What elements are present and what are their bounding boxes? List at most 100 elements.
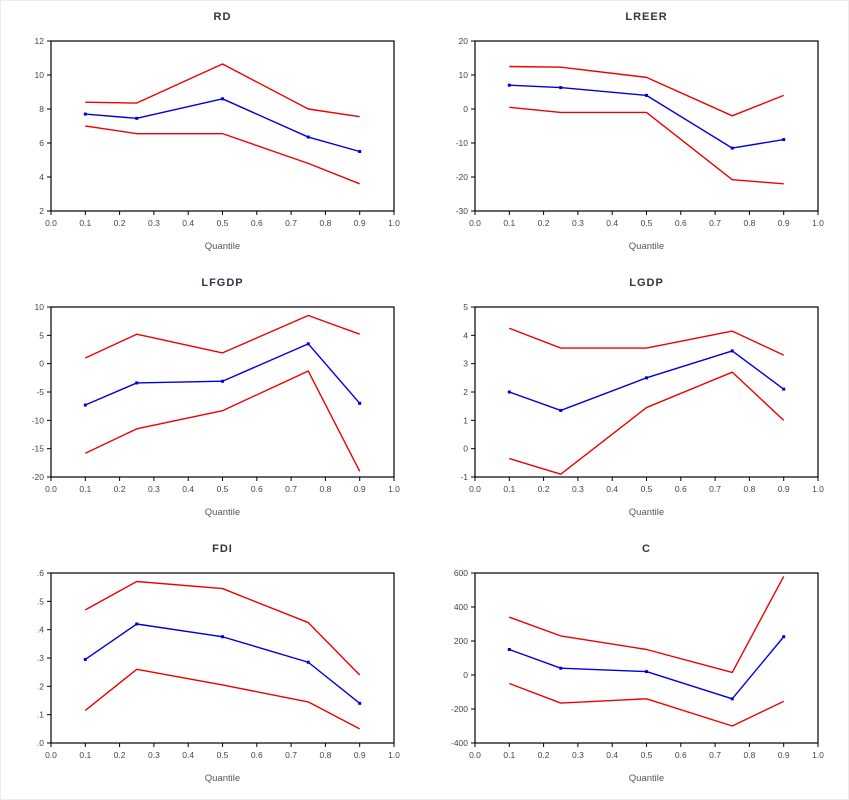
- svg-text:0.6: 0.6: [251, 750, 263, 760]
- svg-text:1.0: 1.0: [388, 484, 400, 494]
- svg-text:0.3: 0.3: [572, 218, 584, 228]
- svg-text:0.8: 0.8: [319, 750, 331, 760]
- svg-text:2: 2: [39, 206, 44, 216]
- svg-text:0.7: 0.7: [285, 484, 297, 494]
- chart-lgdp: LGDP 5 4 3 2 1 0 -1 0.0 0.1 0.2 0.3 0.4 0.5 0.6 0.7 0.8…: [425, 267, 849, 533]
- svg-text:0.8: 0.8: [743, 484, 755, 494]
- chart-fdi-canvas: .6 .5 .4 .3 .2 .1 .00.0 0.1 0.2 0.3 0.4 0.5 0.6 0.7 0.…: [37, 568, 400, 760]
- svg-text:2: 2: [463, 387, 468, 397]
- svg-text:4: 4: [463, 330, 468, 340]
- svg-text:0.6: 0.6: [251, 218, 263, 228]
- svg-text:-200: -200: [451, 704, 468, 714]
- svg-text:0.4: 0.4: [606, 484, 618, 494]
- svg-text:600: 600: [454, 568, 468, 578]
- svg-text:0.9: 0.9: [778, 484, 790, 494]
- svg-text:0.1: 0.1: [79, 218, 91, 228]
- svg-text:6: 6: [39, 138, 44, 148]
- svg-text:1.0: 1.0: [812, 484, 824, 494]
- svg-text:0.0: 0.0: [45, 484, 57, 494]
- svg-text:.3: .3: [37, 653, 44, 663]
- svg-text:.2: .2: [37, 681, 44, 691]
- svg-text:0.7: 0.7: [285, 750, 297, 760]
- x-axis-label-lgdp: Quantile: [628, 507, 665, 518]
- svg-text:-30: -30: [456, 206, 469, 216]
- svg-text:0.2: 0.2: [114, 750, 126, 760]
- chart-title-lgdp: LGDP: [629, 277, 664, 289]
- svg-text:0.7: 0.7: [709, 750, 721, 760]
- svg-text:0.4: 0.4: [182, 484, 194, 494]
- chart-c: C 600 400 200 0 -200 -400 0.0 0.1 0.2 0.3 0.4 0.5 0.…: [425, 533, 849, 799]
- svg-text:0.9: 0.9: [778, 218, 790, 228]
- svg-text:0.7: 0.7: [709, 218, 721, 228]
- x-axis-label-c: Quantile: [628, 773, 665, 784]
- svg-text:0.4: 0.4: [182, 750, 194, 760]
- svg-text:0.8: 0.8: [743, 218, 755, 228]
- svg-text:0.5: 0.5: [641, 750, 653, 760]
- svg-text:0.2: 0.2: [538, 750, 550, 760]
- chart-title-rd: RD: [213, 11, 232, 23]
- chart-lfgdp-canvas: 10 5 0 -5 -10 -15 -200.0 0.1 0.2 0.3 0.4 0.5 0.6 0.7 0…: [32, 302, 400, 494]
- svg-text:0.6: 0.6: [251, 484, 263, 494]
- svg-text:0: 0: [39, 359, 44, 369]
- svg-text:5: 5: [39, 330, 44, 340]
- chart-lfgdp: LFGDP 10 5 0 -5 -10 -15 -20 0.0 0.1 0.2 0.3 0.4 0.5 0…: [1, 267, 425, 533]
- svg-text:10: 10: [35, 302, 45, 312]
- svg-text:0.0: 0.0: [45, 218, 57, 228]
- svg-text:400: 400: [454, 602, 468, 612]
- svg-text:.0: .0: [37, 738, 44, 748]
- svg-text:0.3: 0.3: [148, 484, 160, 494]
- x-axis-label-rd: Quantile: [204, 241, 241, 252]
- svg-text:0.0: 0.0: [469, 484, 481, 494]
- svg-text:-20: -20: [456, 172, 469, 182]
- svg-text:0.3: 0.3: [148, 218, 160, 228]
- chart-title-c: C: [642, 543, 651, 555]
- svg-text:0.3: 0.3: [572, 484, 584, 494]
- svg-text:1.0: 1.0: [812, 218, 824, 228]
- svg-text:0.8: 0.8: [743, 750, 755, 760]
- svg-text:10: 10: [459, 70, 469, 80]
- svg-text:0.1: 0.1: [79, 484, 91, 494]
- svg-text:0: 0: [463, 670, 468, 680]
- svg-text:0.1: 0.1: [503, 484, 515, 494]
- svg-text:-5: -5: [36, 387, 44, 397]
- svg-text:0.2: 0.2: [538, 218, 550, 228]
- chart-lgdp-canvas: 5 4 3 2 1 0 -10.0 0.1 0.2 0.3 0.4 0.5 0.6 0.7 0.8 0.9 1.…: [460, 302, 824, 494]
- svg-text:8: 8: [39, 104, 44, 114]
- svg-text:3: 3: [463, 359, 468, 369]
- svg-text:0.9: 0.9: [354, 750, 366, 760]
- svg-text:10: 10: [35, 70, 45, 80]
- svg-text:1.0: 1.0: [812, 750, 824, 760]
- svg-text:0.5: 0.5: [641, 218, 653, 228]
- svg-text:0.0: 0.0: [45, 750, 57, 760]
- svg-text:.1: .1: [37, 710, 44, 720]
- svg-text:0.6: 0.6: [675, 218, 687, 228]
- svg-text:-1: -1: [460, 472, 468, 482]
- chart-title-lfgdp: LFGDP: [201, 277, 244, 289]
- svg-text:0.7: 0.7: [709, 484, 721, 494]
- svg-text:0.5: 0.5: [217, 750, 229, 760]
- svg-text:0.2: 0.2: [538, 484, 550, 494]
- chart-title-lreer: LREER: [625, 11, 668, 23]
- svg-text:5: 5: [463, 302, 468, 312]
- chart-rd: RD 12 10 8 6 4 2 0.0 0.1 0.2 0.3 0.4 0.5 0.6 0.7 0.8 0.…: [1, 1, 425, 267]
- svg-text:0.6: 0.6: [675, 750, 687, 760]
- svg-text:.4: .4: [37, 625, 44, 635]
- svg-text:0.9: 0.9: [354, 484, 366, 494]
- svg-text:0: 0: [463, 444, 468, 454]
- chart-rd-canvas: 12 10 8 6 4 20.0 0.1 0.2 0.3 0.4 0.5 0.6 0.7 0.8 0.9 1.…: [35, 36, 401, 228]
- svg-text:1.0: 1.0: [388, 750, 400, 760]
- svg-text:1: 1: [463, 415, 468, 425]
- svg-text:4: 4: [39, 172, 44, 182]
- x-axis-label-fdi: Quantile: [204, 773, 241, 784]
- svg-text:-400: -400: [451, 738, 468, 748]
- svg-text:.5: .5: [37, 596, 44, 606]
- svg-text:0.7: 0.7: [285, 218, 297, 228]
- chart-lreer: LREER 20 10 0 -10 -20 -30 0.0 0.1 0.2 0.3 0.4 0.5 0.…: [425, 1, 849, 267]
- x-axis-label-lfgdp: Quantile: [204, 507, 241, 518]
- svg-text:-10: -10: [456, 138, 469, 148]
- svg-text:0.4: 0.4: [606, 750, 618, 760]
- svg-text:0.1: 0.1: [503, 750, 515, 760]
- svg-text:-10: -10: [32, 415, 45, 425]
- svg-text:0.0: 0.0: [469, 750, 481, 760]
